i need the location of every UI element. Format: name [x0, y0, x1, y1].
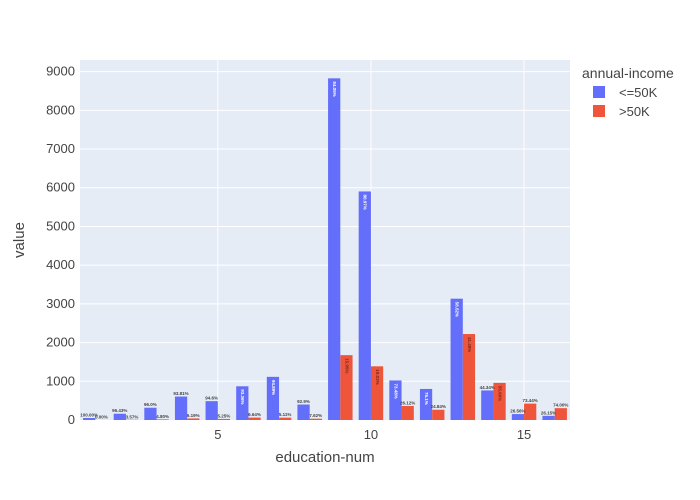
bar-label-le50k: 94.89% [271, 380, 276, 395]
y-tick-label: 8000 [46, 102, 75, 117]
bar-label-le50k: 80.97% [363, 194, 368, 209]
legend-item-gt50k[interactable]: >50K [593, 104, 650, 119]
bar-label-le50k: 100.00% [80, 413, 98, 418]
bar-label-le50k: 44.34% [480, 385, 495, 390]
y-tick-label: 6000 [46, 180, 75, 195]
bar-gt50k[interactable] [370, 366, 384, 420]
y-tick-label: 2000 [46, 335, 75, 350]
bar-le50k[interactable] [83, 418, 96, 420]
bar-gt50k[interactable] [462, 334, 476, 420]
bar-le50k[interactable] [174, 396, 188, 420]
y-tick-label: 0 [68, 412, 75, 427]
y-tick-label: 4000 [46, 257, 75, 272]
bar-label-le50k: 73.48% [393, 383, 398, 398]
x-axis-title: education-num [275, 449, 374, 466]
legend-swatch-gt50k [593, 105, 605, 117]
bar-gt50k[interactable] [156, 419, 169, 420]
bar-label-le50k: 84.05% [332, 81, 337, 96]
bar-label-le50k: 26.15% [541, 410, 556, 415]
bar-labels: 100.00% 96.43% 96.0% 93.81% 94.6% 93.36% 94.89… [80, 81, 568, 419]
bar-label-gt50k: 74.00% [553, 403, 568, 408]
bar-label-gt50k: 55.66% [497, 386, 502, 401]
x-tick-label: 15 [517, 427, 531, 442]
y-tick-label: 3000 [46, 296, 75, 311]
bar-label-le50k: 93.36% [240, 389, 245, 404]
bar-label-gt50k: 26.12% [400, 401, 415, 406]
x-tick-label: 10 [364, 427, 378, 442]
bar-le50k[interactable] [205, 401, 218, 420]
grid [80, 60, 570, 420]
bar-gt50k[interactable] [493, 382, 506, 420]
plot-background [80, 60, 570, 420]
bar-gt50k[interactable] [432, 409, 445, 420]
bar-gt50k[interactable] [340, 355, 353, 420]
legend: annual-income <=50K >50K [582, 65, 674, 119]
bar-label-gt50k: 3.57% [126, 414, 139, 419]
bar-gt50k[interactable] [554, 408, 567, 420]
bar-label-gt50k: 24.84% [431, 404, 446, 409]
bar-label-le50k: 94.6% [205, 396, 218, 401]
bar-le50k[interactable] [113, 413, 126, 420]
bar-label-gt50k: 41.48% [467, 337, 472, 352]
bar-label-gt50k: 6.64% [248, 412, 261, 417]
y-tick-label: 9000 [46, 64, 75, 79]
bar-le50k[interactable] [144, 407, 157, 420]
bar-label-gt50k: 5.11% [279, 412, 292, 417]
x-axis-ticks: 5 10 15 [214, 427, 531, 442]
y-axis-title: value [11, 222, 28, 258]
legend-label-le50k: <=50K [619, 85, 658, 100]
bar-label-gt50k: 15.95% [344, 358, 349, 373]
bar-label-le50k: 92.9% [297, 399, 310, 404]
bar-le50k[interactable] [511, 414, 525, 420]
bar-label-gt50k: 73.44% [523, 398, 538, 403]
bar-le50k[interactable] [419, 388, 433, 420]
legend-title: annual-income [582, 65, 674, 81]
bar-le50k[interactable] [358, 191, 371, 420]
bar-label-gt50k: 5.25% [218, 413, 231, 418]
bar-gt50k[interactable] [217, 418, 231, 420]
bar-label-le50k: 93.81% [173, 391, 188, 396]
y-axis-ticks: 0 1000 2000 3000 4000 5000 6000 7000 8000 9000 [46, 64, 75, 427]
bar-label-le50k: 96.0% [144, 402, 157, 407]
bar-le50k[interactable] [266, 376, 280, 420]
bar-gt50k[interactable] [524, 403, 537, 420]
bar-le50k[interactable] [542, 415, 555, 420]
legend-item-le50k[interactable]: <=50K [593, 85, 658, 100]
bar-gt50k[interactable] [279, 417, 292, 420]
y-tick-label: 1000 [46, 373, 75, 388]
bar-label-gt50k: 19.03% [375, 369, 380, 384]
bar-gt50k[interactable] [187, 418, 200, 420]
legend-swatch-le50k [593, 86, 605, 98]
bar-label-le50k: 26.56% [510, 409, 525, 414]
bar-label-gt50k: 7.62% [309, 413, 322, 418]
y-tick-label: 7000 [46, 141, 75, 156]
bar-gt50k[interactable] [248, 417, 261, 420]
bar-label-gt50k: 4.80% [156, 414, 169, 419]
bar-gt50k[interactable] [309, 418, 322, 420]
bar-label-gt50k: 6.19% [187, 413, 200, 418]
bar-le50k[interactable] [481, 390, 494, 420]
legend-label-gt50k: >50K [619, 104, 650, 119]
x-tick-label: 5 [214, 427, 221, 442]
bar-label-gt50k: 0.00% [95, 415, 108, 420]
bar-le50k[interactable] [328, 78, 341, 420]
bar-label-le50k: 96.43% [112, 408, 127, 413]
bar-label-le50k: 58.52% [455, 302, 460, 317]
bars [83, 78, 567, 420]
bar-gt50k[interactable] [401, 406, 414, 420]
bar-le50k[interactable] [389, 380, 402, 420]
bar-le50k[interactable] [450, 298, 463, 420]
bar-le50k[interactable] [236, 386, 249, 420]
bar-label-le50k: 75.1% [424, 392, 429, 405]
bar-le50k[interactable] [297, 404, 310, 420]
y-tick-label: 5000 [46, 218, 75, 233]
